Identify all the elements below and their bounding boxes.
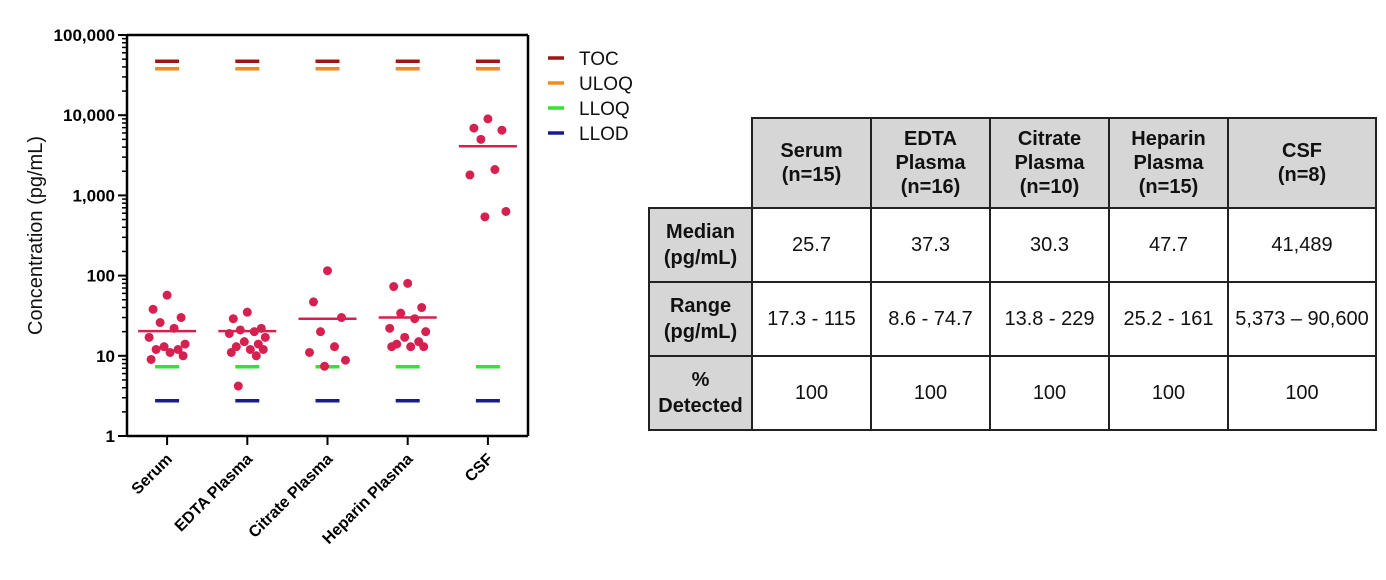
x-tick-label: Citrate Plasma [246, 451, 337, 542]
data-point [480, 212, 490, 222]
legend-label-lloq: LLOQ [579, 99, 630, 120]
data-point [400, 332, 410, 342]
data-point [469, 123, 479, 133]
cell-detected-csf: 100 [1227, 355, 1377, 431]
data-point [162, 290, 172, 300]
data-point [258, 344, 268, 354]
y-axis-label: Concentration (pg/mL) [25, 136, 47, 335]
table-corner [649, 118, 753, 209]
data-point [323, 266, 332, 276]
data-point [146, 354, 156, 364]
data-point [155, 318, 165, 328]
cell-detected-heparin: 100 [1108, 355, 1229, 431]
data-point [226, 347, 236, 357]
data-point [159, 342, 169, 352]
table-row: Median (pg/mL) 25.7 37.3 30.3 47.7 41,48… [648, 207, 1377, 283]
row-label-detected: % Detected [648, 355, 753, 431]
data-point [385, 323, 395, 333]
y-tick-label: 1,000 [72, 186, 115, 205]
data-point [396, 308, 406, 318]
legend-label-llod: LLOD [579, 124, 629, 145]
data-point [260, 332, 270, 342]
cell-range-citrate: 13.8 - 229 [989, 281, 1110, 357]
data-point [251, 351, 261, 361]
data-point [417, 303, 427, 313]
cell-median-edta: 37.3 [870, 207, 991, 283]
data-point [387, 342, 397, 352]
data-point [419, 342, 429, 352]
data-point [330, 342, 339, 352]
data-point [465, 170, 475, 180]
data-point [151, 344, 161, 354]
data-point [305, 347, 314, 357]
data-point [341, 355, 350, 365]
data-point [476, 134, 486, 144]
cell-median-serum: 25.7 [751, 207, 872, 283]
data-point [245, 344, 255, 354]
cell-median-csf: 41,489 [1227, 207, 1377, 283]
data-point [178, 351, 188, 361]
header-csf: CSF (n=8) [1227, 117, 1377, 209]
data-point [320, 361, 329, 371]
row-label-median: Median (pg/mL) [648, 207, 753, 283]
cell-range-heparin: 25.2 - 161 [1108, 281, 1229, 357]
cell-detected-citrate: 100 [989, 355, 1110, 431]
data-point [406, 342, 416, 352]
header-serum: Serum (n=15) [751, 117, 872, 209]
cell-detected-edta: 100 [870, 355, 991, 431]
x-tick-label: Heparin Plasma [320, 451, 417, 548]
data-point [501, 206, 511, 216]
data-point [239, 337, 249, 347]
legend-label-uloq: ULOQ [579, 74, 633, 95]
data-point [148, 304, 158, 314]
data-point [180, 339, 190, 349]
table-row: Range (pg/mL) 17.3 - 115 8.6 - 74.7 13.8… [648, 281, 1377, 357]
cell-range-csf: 5,373 – 90,600 [1227, 281, 1377, 357]
data-point [228, 314, 238, 324]
data-point [497, 125, 507, 135]
data-point [490, 165, 500, 175]
data-point [173, 344, 183, 354]
header-edta-plasma: EDTA Plasma (n=16) [870, 117, 991, 209]
cell-detected-serum: 100 [751, 355, 872, 431]
data-point [421, 327, 431, 337]
y-tick-label: 1 [106, 427, 115, 446]
y-tick-label: 100 [87, 267, 115, 286]
y-tick-label: 10,000 [63, 106, 115, 125]
data-point [309, 297, 318, 307]
legend-label-toc: TOC [579, 49, 619, 70]
data-point [231, 342, 241, 352]
x-tick-label: CSF [462, 451, 497, 486]
data-point [403, 278, 413, 288]
y-tick-label: 100,000 [54, 26, 115, 45]
x-tick-label: Serum [129, 451, 176, 498]
data-point [316, 327, 325, 337]
data-point [242, 307, 252, 317]
data-point [389, 282, 399, 292]
header-heparin-plasma: Heparin Plasma (n=15) [1108, 117, 1229, 209]
cell-range-serum: 17.3 - 115 [751, 281, 872, 357]
table-row: % Detected 100 100 100 100 100 [648, 355, 1377, 431]
data-point [144, 332, 154, 342]
x-tick-label: EDTA Plasma [172, 451, 256, 535]
summary-table: Serum (n=15) EDTA Plasma (n=16) Citrate … [648, 117, 1377, 431]
data-point [483, 114, 493, 124]
cell-range-edta: 8.6 - 74.7 [870, 281, 991, 357]
header-citrate-plasma: Citrate Plasma (n=10) [989, 117, 1110, 209]
row-label-range: Range (pg/mL) [648, 281, 753, 357]
data-point [233, 381, 243, 391]
table-header-row: Serum (n=15) EDTA Plasma (n=16) Citrate … [649, 117, 1377, 209]
data-point [165, 347, 175, 357]
cell-median-heparin: 47.7 [1108, 207, 1229, 283]
scatter-chart: 1 10 100 1,000 10,000 100,000 Concentration (p… [25, 26, 633, 548]
cell-median-citrate: 30.3 [989, 207, 1110, 283]
y-tick-label: 10 [96, 347, 115, 366]
data-point [176, 313, 186, 323]
